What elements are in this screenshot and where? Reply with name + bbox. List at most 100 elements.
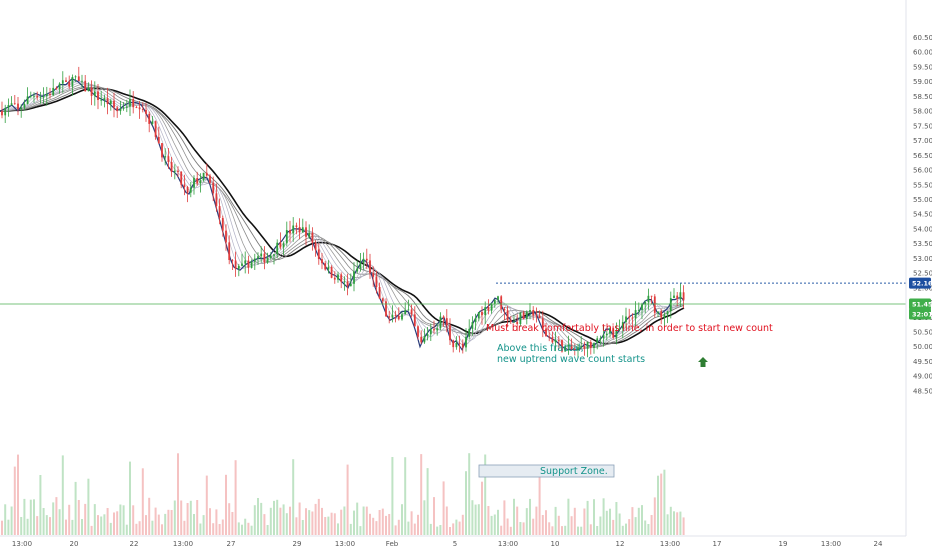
volume-bar bbox=[74, 481, 77, 535]
volume-bar bbox=[298, 502, 301, 535]
volume-bar bbox=[327, 516, 330, 535]
price-tick-label: 58.00 bbox=[913, 108, 932, 116]
volume-bar bbox=[333, 513, 336, 535]
volume-bar bbox=[362, 506, 365, 535]
volume-bar bbox=[647, 524, 650, 535]
candle-body bbox=[234, 260, 237, 269]
candle-body bbox=[429, 329, 432, 335]
up-arrow-icon bbox=[698, 357, 708, 367]
candle-body bbox=[484, 307, 487, 316]
volume-bar bbox=[615, 502, 618, 535]
volume-bar bbox=[506, 518, 509, 535]
volume-bar bbox=[625, 523, 627, 535]
volume-bar bbox=[378, 510, 381, 535]
candle-body bbox=[231, 260, 234, 261]
candle-body bbox=[449, 325, 451, 341]
volume-bar bbox=[45, 515, 48, 535]
volume-bar bbox=[445, 506, 448, 535]
time-tick-label: 27 bbox=[227, 540, 236, 548]
volume-bar bbox=[391, 457, 394, 535]
volume-bar bbox=[295, 517, 298, 535]
candle-body bbox=[589, 342, 592, 348]
volume-bar bbox=[618, 513, 621, 535]
volume-bar bbox=[346, 464, 349, 535]
volume-bar bbox=[605, 510, 608, 535]
candle-body bbox=[52, 87, 55, 96]
candle-body bbox=[250, 261, 253, 268]
volume-bar bbox=[106, 508, 109, 535]
candle-body bbox=[228, 242, 231, 260]
volume-bar bbox=[503, 500, 506, 535]
volume-bar bbox=[61, 455, 64, 535]
candle-body bbox=[26, 96, 29, 104]
volume-bar bbox=[609, 508, 611, 535]
candle-body bbox=[324, 263, 327, 270]
time-axis[interactable]: 13:00 20 22 13:00 27 29 13:00 Feb 5 13:00 10 12 13:0… bbox=[12, 540, 883, 548]
volume-bar bbox=[260, 502, 263, 535]
volume-bar bbox=[554, 506, 557, 535]
price-tick-label: 49.00 bbox=[913, 373, 932, 381]
candle-body bbox=[525, 311, 528, 319]
time-tick-label: 12 bbox=[616, 540, 625, 548]
volume-bar bbox=[52, 502, 55, 535]
volume-bar bbox=[42, 508, 45, 535]
candle-body bbox=[593, 343, 595, 348]
candle-body bbox=[266, 257, 269, 263]
volume-bar bbox=[340, 509, 343, 535]
volume-bar bbox=[199, 523, 202, 535]
volume-bar bbox=[138, 521, 141, 535]
last-price-tag: 51.45 bbox=[909, 298, 932, 310]
volume-bar bbox=[433, 497, 435, 535]
volume-bar bbox=[81, 519, 83, 535]
candle-body bbox=[657, 311, 659, 313]
candle-body bbox=[420, 336, 423, 343]
volume-bar bbox=[477, 504, 480, 535]
volume-bar bbox=[663, 469, 666, 535]
candle-body bbox=[343, 281, 346, 283]
volume-bar bbox=[49, 517, 51, 535]
candle-body bbox=[55, 87, 58, 90]
price-tick-label: 60.50 bbox=[913, 34, 932, 42]
volume-bar bbox=[321, 507, 323, 535]
volume-bar bbox=[119, 504, 122, 535]
price-tick-label: 60.00 bbox=[913, 49, 932, 57]
volume-bar bbox=[641, 505, 643, 535]
volume-bar bbox=[452, 523, 455, 535]
candle-body bbox=[202, 172, 205, 181]
candle-body bbox=[145, 109, 147, 114]
volume-bar bbox=[516, 506, 519, 535]
candle-body bbox=[676, 295, 679, 299]
fractal-price-tag: 52.16 bbox=[909, 277, 932, 289]
support-zone-box[interactable] bbox=[478, 464, 615, 478]
candle-body bbox=[417, 326, 419, 337]
volume-bar bbox=[349, 523, 352, 535]
time-tick-label: 13:00 bbox=[335, 540, 355, 548]
volume-bar bbox=[631, 507, 634, 535]
volume-bar bbox=[593, 499, 595, 535]
candle-body bbox=[596, 338, 599, 344]
candle-body bbox=[628, 316, 631, 318]
candle-body bbox=[253, 258, 256, 262]
support-zone-label: Support Zone. bbox=[540, 466, 608, 477]
candle-body bbox=[551, 337, 554, 343]
time-tick-label: 13:00 bbox=[173, 540, 193, 548]
candle-body bbox=[183, 184, 186, 187]
volume-bar bbox=[541, 515, 544, 535]
candle-body bbox=[97, 91, 99, 100]
volume-bar bbox=[612, 519, 615, 535]
volume-bar bbox=[263, 514, 266, 535]
time-tick-label: 13:00 bbox=[660, 540, 680, 548]
candle-body bbox=[359, 262, 362, 269]
volume-bar bbox=[26, 518, 29, 535]
volume-bar bbox=[253, 505, 256, 535]
volume-bar bbox=[561, 526, 563, 535]
candle-body bbox=[612, 328, 615, 338]
volume-bar bbox=[145, 515, 147, 535]
price-tick-label: 50.50 bbox=[913, 329, 932, 337]
candle-body bbox=[474, 318, 477, 323]
candle-body bbox=[369, 260, 371, 274]
volume-bar bbox=[218, 524, 221, 535]
candle-body bbox=[583, 346, 586, 349]
volume-bar bbox=[29, 499, 32, 535]
